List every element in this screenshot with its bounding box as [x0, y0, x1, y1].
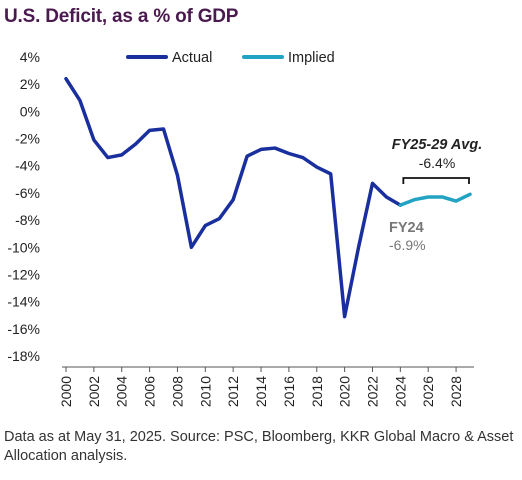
chart-title: U.S. Deficit, as a % of GDP	[4, 6, 239, 27]
x-tick-label: 2002	[86, 376, 102, 407]
y-tick-label: -14%	[7, 294, 40, 310]
y-tick-label: -18%	[7, 348, 40, 364]
y-tick-label: 0%	[20, 103, 40, 119]
y-tick-label: -4%	[15, 158, 40, 174]
legend-label-implied: Implied	[288, 50, 335, 66]
x-tick-label: 2006	[142, 376, 158, 407]
x-tick-label: 2026	[420, 376, 436, 407]
annotation-fy25-29-title: FY25-29 Avg.	[392, 137, 483, 153]
legend: Actual Implied	[126, 50, 335, 66]
y-tick-label: -12%	[7, 266, 40, 282]
annotations: FY25-29 Avg. -6.4% FY24-6.9%	[389, 137, 482, 253]
x-tick-label: 2020	[337, 376, 353, 407]
x-tick-label: 2008	[169, 376, 185, 407]
series-layer	[64, 76, 472, 319]
x-tick-label: 2004	[114, 376, 130, 407]
annotation-bracket	[402, 177, 470, 184]
annotation-fy25-29-value: -6.4%	[419, 155, 456, 171]
y-tick-label: -8%	[15, 212, 40, 228]
y-tick-label: -6%	[15, 185, 40, 201]
x-tick-label: 2016	[281, 376, 297, 407]
x-tick-label: 2024	[392, 376, 408, 407]
x-tick-label: 2018	[309, 376, 325, 407]
y-tick-label: -16%	[7, 321, 40, 337]
y-tick-label: -2%	[15, 131, 40, 147]
x-tick-label: 2028	[448, 376, 464, 407]
series-line-implied	[398, 192, 472, 207]
annotation-fy24-title: FY24	[389, 220, 424, 236]
source-footnote: Data as at May 31, 2025. Source: PSC, Bl…	[4, 429, 514, 464]
y-tick-label: 4%	[20, 49, 40, 65]
annotation-fy24-value: -6.9%	[389, 237, 426, 253]
legend-label-actual: Actual	[172, 50, 212, 66]
x-tick-label: 2010	[197, 376, 213, 407]
series-line-actual	[64, 76, 403, 319]
y-tick-label: 2%	[20, 76, 40, 92]
x-tick-label: 2022	[364, 376, 380, 407]
line-chart: 4% 2% 0% -2% -4% -6% -8% -10% -12% -14% -16% -18% 2…	[7, 49, 482, 407]
x-tick-label: 2012	[225, 376, 241, 407]
x-axis: 2000 2002 2004 2006 2008 2010 2012 2014 2016 2018…	[58, 366, 474, 407]
x-tick-label: 2000	[58, 376, 74, 407]
y-tick-label: -10%	[7, 239, 40, 255]
y-axis: 4% 2% 0% -2% -4% -6% -8% -10% -12% -14% -16% -18%	[7, 49, 40, 364]
x-tick-label: 2014	[253, 376, 269, 407]
